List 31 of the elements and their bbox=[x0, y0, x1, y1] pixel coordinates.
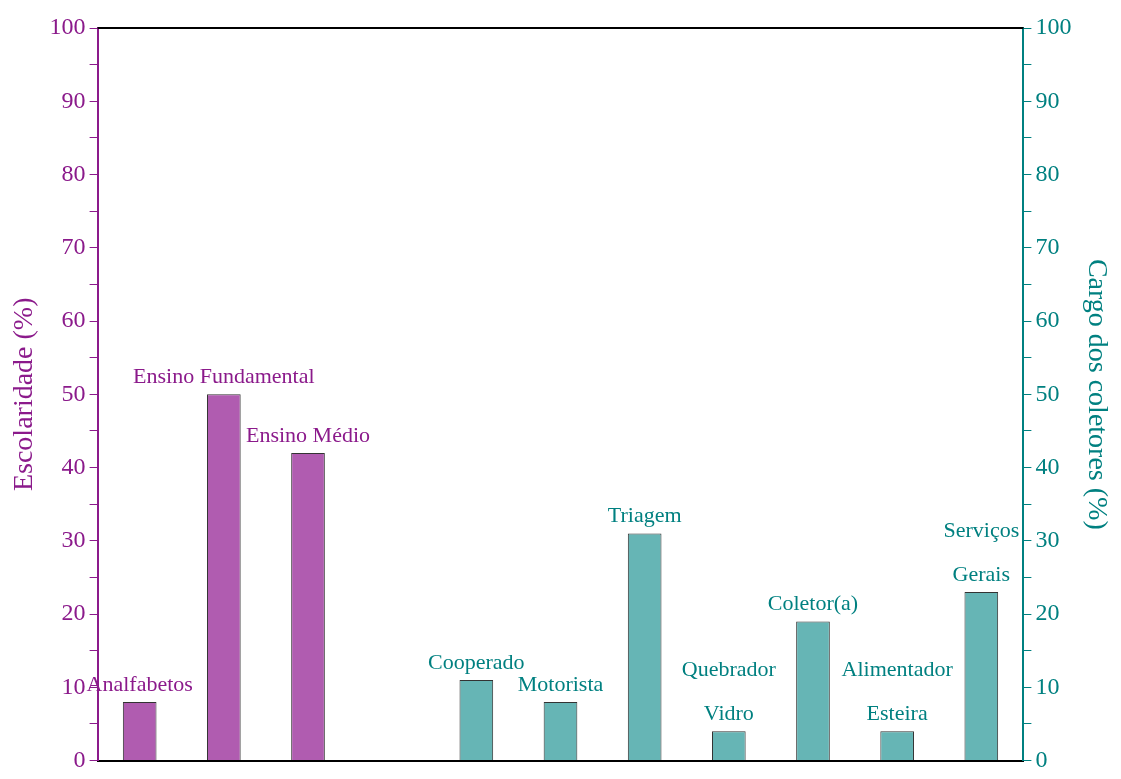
y-tick-label: 30 bbox=[61, 526, 86, 553]
y2-tick-label: 90 bbox=[1035, 86, 1060, 113]
y2-axis-title: Cargo dos coletores (%) bbox=[1082, 258, 1114, 530]
y2-tick-label: 60 bbox=[1035, 306, 1060, 333]
y-tick-label: 100 bbox=[49, 13, 86, 40]
y-tick-label: 60 bbox=[61, 306, 86, 333]
y2-tick-label: 20 bbox=[1035, 599, 1060, 626]
y2-tick-label: 0 bbox=[1035, 745, 1048, 772]
y-tick-label: 90 bbox=[61, 86, 86, 113]
y2-tick-label: 30 bbox=[1035, 526, 1060, 553]
y-axis-title: Escolaridade (%) bbox=[7, 297, 39, 492]
y-tick-label: 0 bbox=[73, 745, 86, 772]
y-tick-label: 40 bbox=[61, 452, 86, 479]
y-tick-label: 70 bbox=[61, 233, 86, 260]
y-tick-label: 50 bbox=[61, 379, 86, 406]
y2-tick-label: 40 bbox=[1035, 452, 1060, 479]
x-tick-label: Ensino Fundamental bbox=[133, 363, 315, 389]
y2-tick-label: 10 bbox=[1035, 672, 1060, 699]
y2-tick-label: 100 bbox=[1035, 13, 1072, 40]
x-tick-label: Ensino Médio bbox=[245, 421, 371, 447]
y2-tick-label: 50 bbox=[1035, 379, 1060, 406]
y-tick-label: 20 bbox=[61, 599, 86, 626]
y2-tick-label: 80 bbox=[1035, 159, 1060, 186]
x-tick-label: Serviços Gerais bbox=[943, 516, 1020, 586]
y2-tick-label: 70 bbox=[1035, 233, 1060, 260]
x-tick-label: Quebrador Vidro bbox=[681, 656, 777, 726]
y-tick-label: 10 bbox=[61, 672, 86, 699]
x-tick-label: Coletor(a) bbox=[767, 590, 859, 616]
y-tick-label: 80 bbox=[61, 159, 86, 186]
x-tick-label: Alimentador Esteira bbox=[841, 656, 954, 726]
x-tick-label: Triagem bbox=[607, 502, 682, 528]
